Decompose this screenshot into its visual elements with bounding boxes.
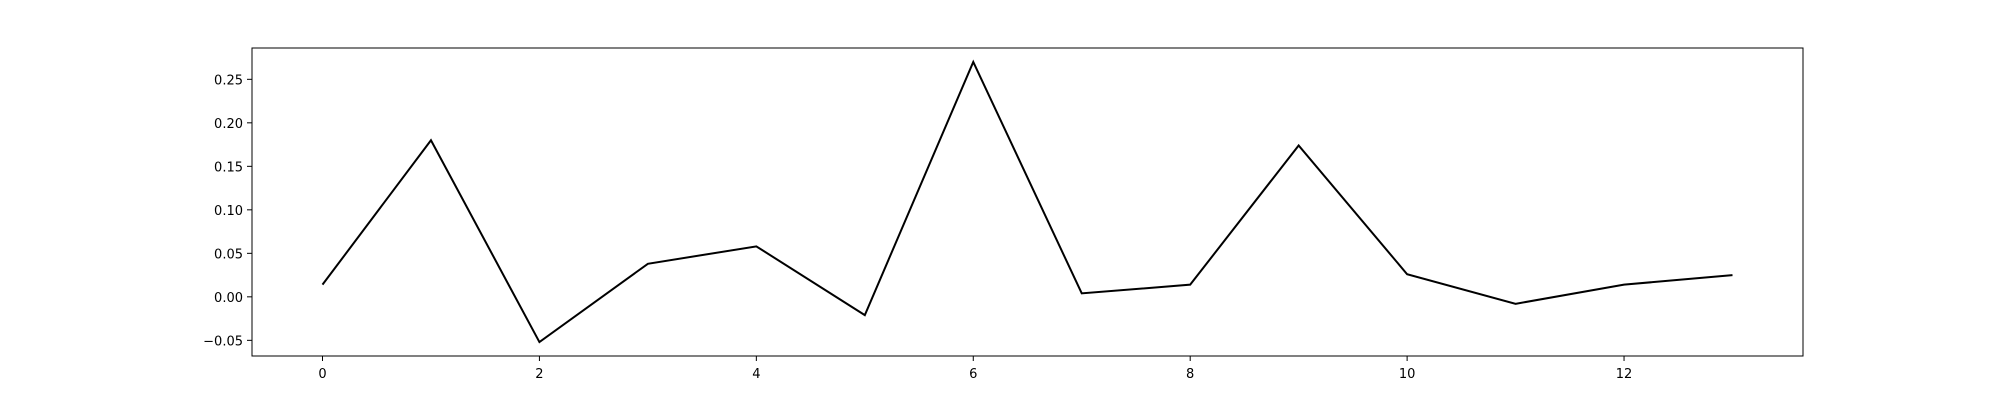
y-tick-label: −0.05 <box>203 334 243 349</box>
series-line <box>321 59 1733 344</box>
x-tick-label: 8 <box>1186 367 1194 382</box>
plot-frame <box>251 47 1804 357</box>
y-tick-label: 0.20 <box>214 117 243 132</box>
y-tick-label: 0.00 <box>214 291 243 306</box>
y-tick-label: 0.10 <box>214 204 243 219</box>
x-tick-label: 4 <box>752 367 760 382</box>
y-tick-label: 0.05 <box>214 247 243 262</box>
y-tick-label: 0.25 <box>214 73 243 88</box>
x-tick-label: 10 <box>1399 367 1416 382</box>
x-tick-label: 12 <box>1616 367 1633 382</box>
x-axis: 0 2 4 6 8 10 12 <box>318 356 1632 382</box>
x-tick-label: 6 <box>969 367 977 382</box>
x-tick-label: 2 <box>535 367 543 382</box>
x-tick-label: 0 <box>318 367 326 382</box>
series-layer <box>321 59 1733 344</box>
y-axis: −0.05 0.00 0.05 0.10 0.15 0.20 0.25 <box>203 73 252 349</box>
y-tick-label: 0.15 <box>214 160 243 175</box>
